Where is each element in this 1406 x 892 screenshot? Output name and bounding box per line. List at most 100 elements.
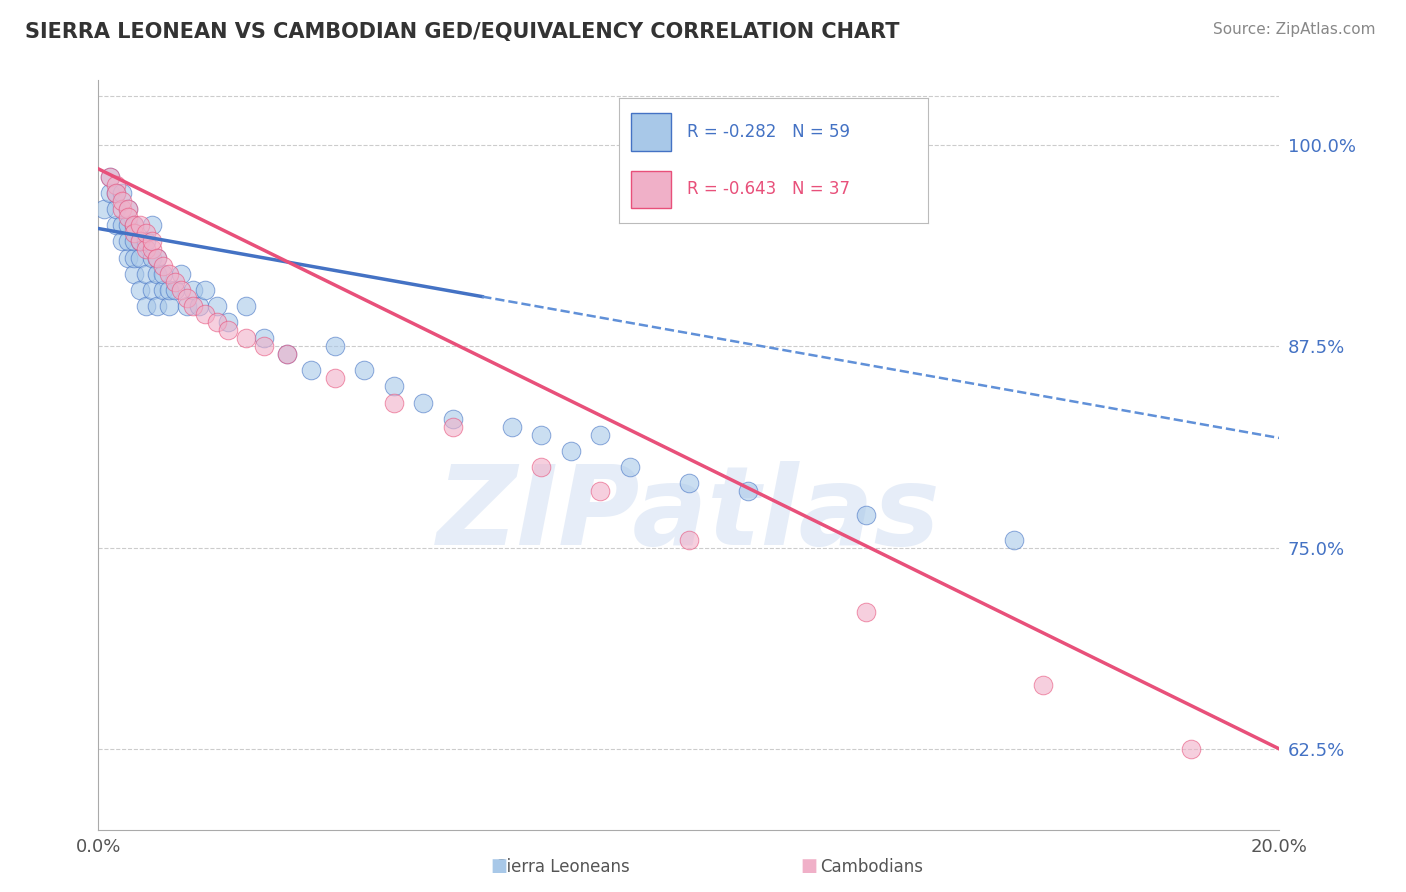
Point: [128, 235, 150, 249]
Point: [117, 251, 139, 265]
Point: [141, 243, 163, 257]
Point: [111, 186, 134, 200]
Text: R = -0.643   N = 37: R = -0.643 N = 37: [686, 180, 849, 198]
Point: [105, 186, 128, 200]
Point: [135, 243, 157, 257]
Point: [128, 283, 150, 297]
Point: [1002, 533, 1025, 547]
Point: [855, 605, 877, 619]
Point: [128, 235, 150, 249]
Point: [194, 283, 217, 297]
Point: [152, 259, 174, 273]
Point: [1032, 677, 1054, 691]
Point: [560, 443, 582, 458]
Point: [181, 283, 204, 297]
Point: [117, 202, 139, 217]
Point: [117, 211, 139, 225]
Point: [170, 283, 193, 297]
Point: [323, 339, 346, 353]
Point: [194, 307, 217, 321]
Text: ■: ■: [491, 856, 508, 874]
Point: [152, 267, 174, 281]
Point: [146, 267, 169, 281]
Point: [157, 299, 180, 313]
Point: [157, 267, 180, 281]
Bar: [631, 113, 671, 151]
Point: [152, 283, 174, 297]
Text: Source: ZipAtlas.com: Source: ZipAtlas.com: [1212, 22, 1375, 37]
Point: [589, 484, 612, 499]
Text: ZIPatlas: ZIPatlas: [437, 461, 941, 568]
Point: [353, 363, 375, 377]
Point: [737, 484, 759, 499]
Point: [98, 186, 121, 200]
Point: [276, 347, 298, 361]
Text: SIERRA LEONEAN VS CAMBODIAN GED/EQUIVALENCY CORRELATION CHART: SIERRA LEONEAN VS CAMBODIAN GED/EQUIVALE…: [25, 22, 900, 42]
Point: [122, 235, 145, 249]
Point: [111, 194, 134, 208]
Point: [117, 202, 139, 217]
Point: [441, 419, 464, 434]
Point: [111, 219, 134, 233]
Point: [122, 219, 145, 233]
Point: [111, 235, 134, 249]
Point: [181, 299, 204, 313]
Point: [105, 186, 128, 200]
Point: [323, 371, 346, 385]
Point: [1180, 742, 1202, 756]
Point: [253, 339, 276, 353]
Point: [128, 219, 150, 233]
Point: [501, 419, 523, 434]
Point: [165, 283, 187, 297]
Text: Cambodians: Cambodians: [820, 858, 924, 876]
Point: [135, 267, 157, 281]
Point: [117, 235, 139, 249]
Point: [141, 251, 163, 265]
Point: [170, 267, 193, 281]
Point: [217, 323, 239, 337]
Point: [117, 219, 139, 233]
Point: [98, 169, 121, 184]
Point: [146, 299, 169, 313]
Text: Sierra Leoneans: Sierra Leoneans: [495, 858, 630, 876]
Point: [98, 169, 121, 184]
Point: [855, 508, 877, 523]
Point: [176, 299, 198, 313]
Point: [105, 178, 128, 192]
Point: [678, 476, 700, 491]
Text: ■: ■: [800, 856, 817, 874]
Point: [299, 363, 322, 377]
Point: [105, 202, 128, 217]
Point: [141, 283, 163, 297]
Point: [141, 235, 163, 249]
Point: [122, 227, 145, 241]
Bar: [631, 170, 671, 208]
Point: [678, 533, 700, 547]
Point: [105, 219, 128, 233]
Point: [122, 251, 145, 265]
Point: [530, 427, 553, 442]
Point: [235, 299, 257, 313]
Point: [589, 427, 612, 442]
Point: [111, 202, 134, 217]
Point: [135, 227, 157, 241]
Point: [276, 347, 298, 361]
Point: [122, 267, 145, 281]
Point: [382, 395, 405, 409]
Point: [382, 379, 405, 393]
Point: [441, 411, 464, 425]
Point: [157, 283, 180, 297]
Point: [530, 460, 553, 475]
Point: [619, 460, 641, 475]
Point: [93, 202, 115, 217]
Text: R = -0.282   N = 59: R = -0.282 N = 59: [686, 123, 849, 141]
Point: [146, 251, 169, 265]
Point: [187, 299, 209, 313]
Point: [217, 315, 239, 329]
Point: [253, 331, 276, 345]
Point: [165, 275, 187, 289]
Point: [141, 219, 163, 233]
Point: [135, 299, 157, 313]
Point: [122, 219, 145, 233]
Point: [128, 251, 150, 265]
